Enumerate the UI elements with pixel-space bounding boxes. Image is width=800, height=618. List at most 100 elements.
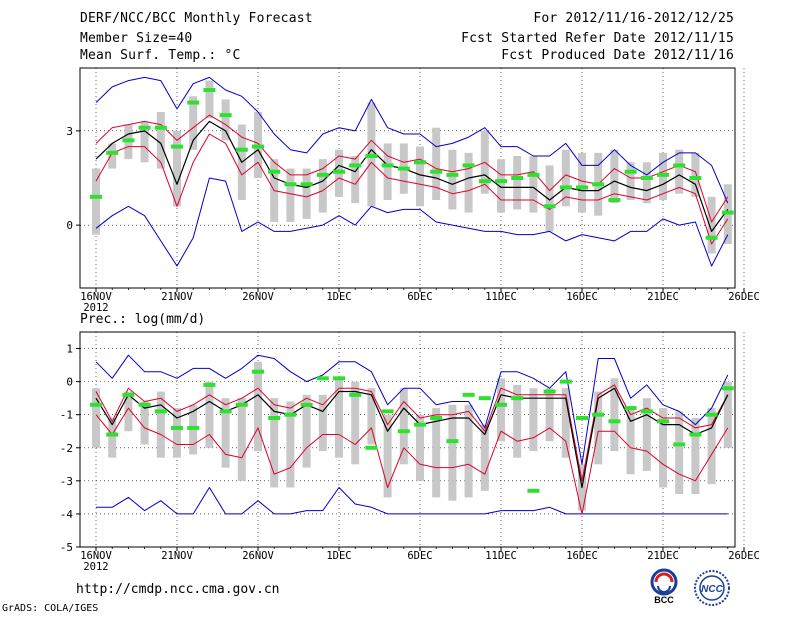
prec-ytick-label: 0 [66,376,73,389]
prec-observed-marker [365,445,378,450]
prec-observed-marker [284,412,297,417]
temp-xtick-label: 26NOV [242,291,274,303]
prec-spread-box [140,401,149,445]
temp-spread-box [642,162,651,204]
prec-spread-box [286,401,295,488]
temp-observed-marker [527,172,540,177]
prec-observed-marker [187,425,200,430]
chart-title: DERF/NCC/BCC Monthly Forecast [80,11,313,26]
temp-spread-box [529,156,538,213]
prec-ytick-label: -5 [60,541,73,554]
temp-year-label: 2012 [83,302,108,314]
temp-observed-marker [284,182,297,187]
temp-panel: 0 3 16NOV 21NOV 26NOV 1DEC 6DEC 11DEC 16DEC 21DEC… [66,67,760,314]
temp-observed-marker [673,163,686,168]
temp-observed-marker [559,185,572,190]
temp-xtick-label: 6DEC [407,291,432,303]
prec-spread-box [302,394,311,468]
prec-xtick-label: 1DEC [326,550,351,562]
prec-p90-line [95,384,729,482]
temp-observed-marker [219,113,232,118]
temp-spread-box [432,127,441,200]
temp-spread-box [205,80,214,119]
prec-frame [79,331,736,548]
temp-observed-marker [511,176,524,180]
prec-observed-marker [527,488,540,493]
prec-spread-box [497,378,505,442]
temp-spread-box [156,112,165,169]
prec-observed-marker [430,416,443,420]
temp-spread-box [497,159,505,213]
prec-observed-marker [592,412,605,417]
temp-observed-marker [397,166,410,171]
prec-observed-marker [349,392,362,397]
prec-spread-box [691,418,700,495]
prec-p10-line [95,407,729,515]
temp-observed-marker [608,198,621,202]
prec-xtick-label: 16NOV [80,550,112,562]
bcc-logo-text: BCC [654,595,674,605]
ncc-logo: NCC [694,570,730,606]
temp-observed-marker [122,138,135,143]
temp-observed-marker [171,144,183,149]
prec-observed-marker [397,429,410,434]
prec-observed-marker [721,386,734,391]
temp-xtick-label: 16NOV [80,291,112,303]
temp-p10-line [95,133,729,245]
prec-panel: -5 -4 -3 -2 -1 0 1 16NOV 21NOV 26NOV 1DEC 6DEC 11DEC… [60,331,760,573]
temp-observed-marker [721,210,734,215]
prec-spread-box [594,391,603,465]
prec-observed-marker [478,396,491,401]
prec-spread-box [221,398,230,468]
prec-spread-box [464,404,473,498]
prec-spread-box [707,408,716,485]
temp-observed-marker [592,182,605,187]
prec-spread-box [399,388,408,465]
temp-xtick-label: 21NOV [161,291,193,303]
prec-max-line [95,354,729,465]
temp-ytick-label: 3 [66,125,73,138]
bcc-logo: BCC [650,568,678,605]
temp-spread-box [351,156,360,204]
temp-observed-marker [689,176,702,180]
temp-spread-box [221,99,230,141]
temp-spread-box [545,165,554,232]
temp-xtick-label: 26DEC [728,291,760,303]
temp-observed-marker [462,163,475,168]
temp-spread-box [108,143,117,169]
temp-xtick-label: 16DEC [566,291,598,303]
temp-spread-box [92,168,100,235]
temp-observed-marker [349,163,362,168]
prec-spread-box [723,381,732,448]
prec-observed-marker [219,409,232,414]
temp-observed-marker [576,185,588,190]
prec-observed-marker [122,392,135,397]
prec-spread-box [448,404,457,501]
prec-observed-marker [252,369,264,374]
temp-spread-box [286,168,295,222]
prec-spread-box [92,388,100,448]
prec-ytick-label: -3 [60,475,73,488]
prec-observed-marker [138,402,151,407]
prec-spread-box [675,411,684,495]
prec-observed-marker [559,379,572,384]
temp-spread-box [173,130,181,207]
prec-observed-marker [203,382,216,387]
prec-observed-marker [90,402,102,407]
prec-min-line [96,487,728,515]
prec-observed-marker [511,396,524,401]
prec-ytick-label: -1 [60,409,73,422]
prec-spread-box [318,394,327,452]
prec-ytick-label: 1 [66,343,73,356]
prec-observed-marker [316,376,329,381]
prec-spread-box [124,391,133,432]
prec-spread-box [561,388,570,458]
temp-spread-box [416,146,424,207]
temp-spread-box [578,152,586,213]
prec-spread-box [610,378,619,452]
prec-spread-box [237,398,246,481]
forecast-period-label: For 2012/11/16-2012/12/25 [533,11,734,26]
temp-observed-marker [705,235,718,240]
prec-xtick-label: 26DEC [728,550,760,562]
